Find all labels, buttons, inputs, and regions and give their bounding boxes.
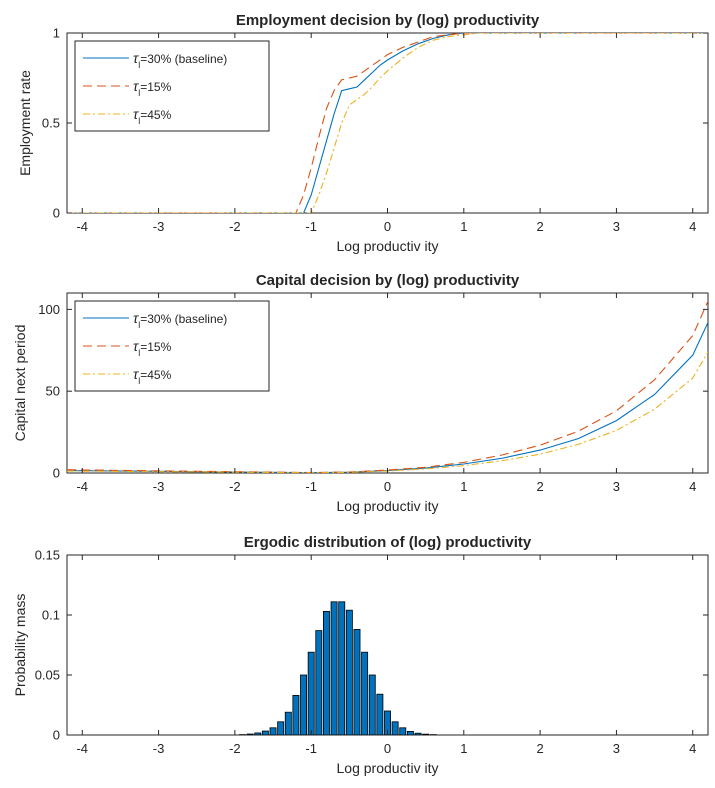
y-axis-label: Capital next period — [12, 325, 28, 442]
series-line-1 — [67, 33, 708, 213]
bar — [330, 601, 338, 735]
series-line-1 — [67, 322, 708, 473]
y-tick-label: 0.05 — [35, 668, 60, 683]
chart-panel-2: -4 -3 -2 -1 0 1 2 3 4 0 50 100 Capital decision by (… — [12, 272, 709, 514]
bar — [399, 727, 407, 735]
bar — [345, 609, 353, 735]
x-tick-label: -3 — [153, 741, 165, 756]
legend-entry-2: τl=15% — [133, 338, 172, 358]
series-line-2 — [67, 300, 708, 473]
x-tick-label: 1 — [460, 741, 467, 756]
bar — [368, 674, 376, 735]
y-tick-label: 0.5 — [42, 116, 60, 131]
y-tick-label: 100 — [38, 302, 60, 317]
bar — [406, 731, 414, 735]
bar — [322, 611, 330, 735]
bar — [361, 651, 369, 735]
x-tick-label: -4 — [76, 219, 88, 234]
plot-area — [239, 601, 437, 735]
legend: τl=30% (baseline) τl=15% τl=45% — [74, 300, 270, 392]
bar — [277, 721, 285, 735]
y-tick-label: 1 — [53, 26, 60, 41]
legend-entry-1: τl=30% (baseline) — [133, 310, 227, 330]
legend-entry-1: τl=30% (baseline) — [133, 50, 227, 70]
bar — [384, 710, 391, 735]
bar — [353, 629, 361, 735]
x-tick-label: -3 — [153, 479, 165, 494]
x-tick-label: 2 — [537, 219, 544, 234]
x-tick-label: 2 — [537, 479, 544, 494]
x-tick-label: -1 — [305, 741, 317, 756]
bar — [414, 732, 422, 735]
axes-box — [66, 554, 709, 736]
legend-entry-3: τl=45% — [133, 366, 172, 386]
legend-entry-3: τl=45% — [133, 106, 172, 126]
x-tick-label: -2 — [229, 479, 241, 494]
x-axis-label: Log productiv ity — [337, 238, 439, 254]
bar — [391, 721, 399, 735]
x-tick-label: 4 — [689, 741, 696, 756]
x-tick-label: 3 — [613, 479, 620, 494]
y-tick-label: 0 — [53, 466, 60, 481]
x-axis-label: Log productiv ity — [337, 498, 439, 514]
x-tick-label: 3 — [613, 741, 620, 756]
x-tick-label: 1 — [460, 219, 467, 234]
bar — [376, 693, 384, 735]
x-tick-label: -4 — [76, 741, 88, 756]
bar — [338, 601, 346, 735]
plot-area — [67, 33, 708, 213]
bar — [300, 674, 308, 735]
bar — [246, 733, 254, 735]
chart-panel-1: -4 -3 -2 -1 0 1 2 3 4 0 0.5 1 Employment decision by… — [17, 12, 709, 254]
bar — [254, 732, 262, 735]
bar — [422, 733, 430, 735]
y-axis-label: Employment rate — [17, 70, 33, 176]
x-tick-label: -4 — [76, 479, 88, 494]
x-tick-label: 0 — [384, 479, 391, 494]
y-axis-label: Probability mass — [12, 594, 28, 697]
x-tick-label: -2 — [229, 219, 241, 234]
x-tick-label: 1 — [460, 479, 467, 494]
chart-title: Employment decision by (log) productivit… — [236, 12, 540, 29]
bar — [315, 630, 323, 735]
y-tick-label: 50 — [46, 384, 60, 399]
bar — [307, 651, 315, 735]
plot-area — [67, 300, 708, 473]
x-tick-label: 4 — [689, 479, 696, 494]
legend-box — [74, 40, 270, 132]
bar — [269, 727, 277, 735]
legend: τl=30% (baseline) τl=15% τl=45% — [74, 40, 270, 132]
x-tick-label: 0 — [384, 741, 391, 756]
y-tick-label: 0.1 — [42, 608, 60, 623]
x-tick-label: -3 — [153, 219, 165, 234]
x-tick-label: 4 — [689, 219, 696, 234]
x-tick-label: 3 — [613, 219, 620, 234]
x-tick-label: -1 — [305, 219, 317, 234]
series-line-2 — [67, 33, 708, 213]
chart-title: Capital decision by (log) productivity — [256, 272, 520, 289]
legend-entry-2: τl=15% — [133, 78, 172, 98]
y-tick-label: 0.15 — [35, 548, 60, 563]
x-tick-label: -1 — [305, 479, 317, 494]
x-axis-label: Log productiv ity — [337, 760, 439, 776]
bar — [292, 695, 300, 735]
y-tick-label: 0 — [53, 206, 60, 221]
x-tick-label: -2 — [229, 741, 241, 756]
legend-box — [74, 300, 270, 392]
x-tick-label: 0 — [384, 219, 391, 234]
bar — [284, 711, 292, 735]
series-line-3 — [67, 33, 708, 213]
bar — [261, 730, 269, 735]
chart-panel-3: -4 -3 -2 -1 0 1 2 3 4 0 0.05 0.1 0.15 Ergodic distrib… — [12, 534, 709, 776]
chart-title: Ergodic distribution of (log) productivi… — [244, 534, 532, 551]
x-tick-label: 2 — [537, 741, 544, 756]
y-tick-label: 0 — [53, 728, 60, 743]
